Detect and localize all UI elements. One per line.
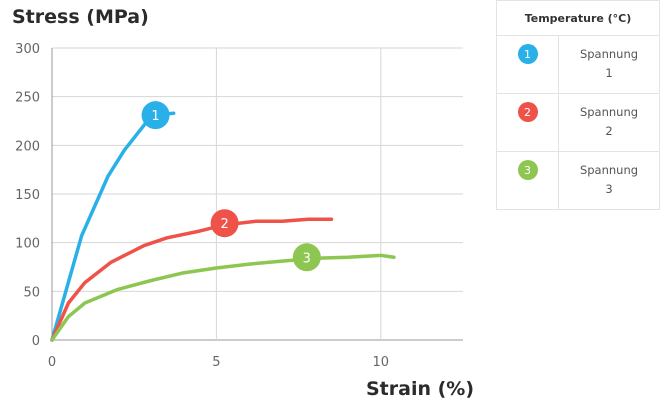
- legend-marker-1: 1: [517, 44, 538, 64]
- legend-label: Spannung 1: [559, 36, 659, 93]
- legend-row: 2 Spannung 2: [497, 94, 659, 152]
- x-axis-title: Strain (%): [366, 378, 475, 400]
- legend-marker-2: 2: [517, 102, 538, 122]
- legend-label-line1: Spannung: [579, 163, 639, 177]
- legend-label: Spannung 3: [559, 152, 659, 209]
- legend-row: 3 Spannung 3: [497, 152, 659, 209]
- y-tick-label: 50: [23, 285, 40, 300]
- series-marker-label: 3: [303, 251, 311, 266]
- legend-label-line1: Spannung: [579, 105, 639, 119]
- x-tick-label: 0: [48, 355, 56, 370]
- legend-label-line2: 3: [605, 182, 613, 196]
- legend-row: 1 Spannung 1: [497, 36, 659, 94]
- legend-label: Spannung 2: [559, 94, 659, 151]
- legend-number-cell: 2: [497, 94, 559, 151]
- legend-table: Temperature (°C) 1 Spannung 1 2 Spannung…: [496, 0, 660, 210]
- series-marker-1: [141, 101, 170, 130]
- y-tick-label: 300: [15, 42, 40, 57]
- series-line-3: [50, 253, 396, 342]
- series-line-2: [50, 217, 334, 342]
- legend-number-cell: 3: [497, 152, 559, 209]
- y-tick-label: 100: [15, 237, 40, 252]
- legend-label-line1: Spannung: [579, 47, 639, 61]
- legend-number-cell: 1: [497, 36, 559, 93]
- legend-marker-3: 3: [517, 160, 538, 180]
- series-marker-2: [210, 209, 239, 238]
- legend-header: Temperature (°C): [497, 1, 659, 36]
- y-axis-title: Stress (MPa): [12, 6, 149, 28]
- series-marker-label: 2: [220, 217, 228, 232]
- series-marker-label: 1: [151, 109, 159, 124]
- legend-label-line2: 1: [605, 66, 613, 80]
- x-tick-label: 5: [212, 355, 220, 370]
- y-tick-label: 150: [15, 188, 40, 203]
- y-tick-label: 250: [15, 91, 40, 106]
- y-tick-label: 200: [15, 139, 40, 154]
- series-marker-3: [292, 243, 321, 272]
- x-tick-label: 10: [373, 355, 390, 370]
- legend-label-line2: 2: [605, 124, 613, 138]
- series-line-1: [50, 111, 176, 342]
- y-tick-label: 0: [32, 334, 40, 349]
